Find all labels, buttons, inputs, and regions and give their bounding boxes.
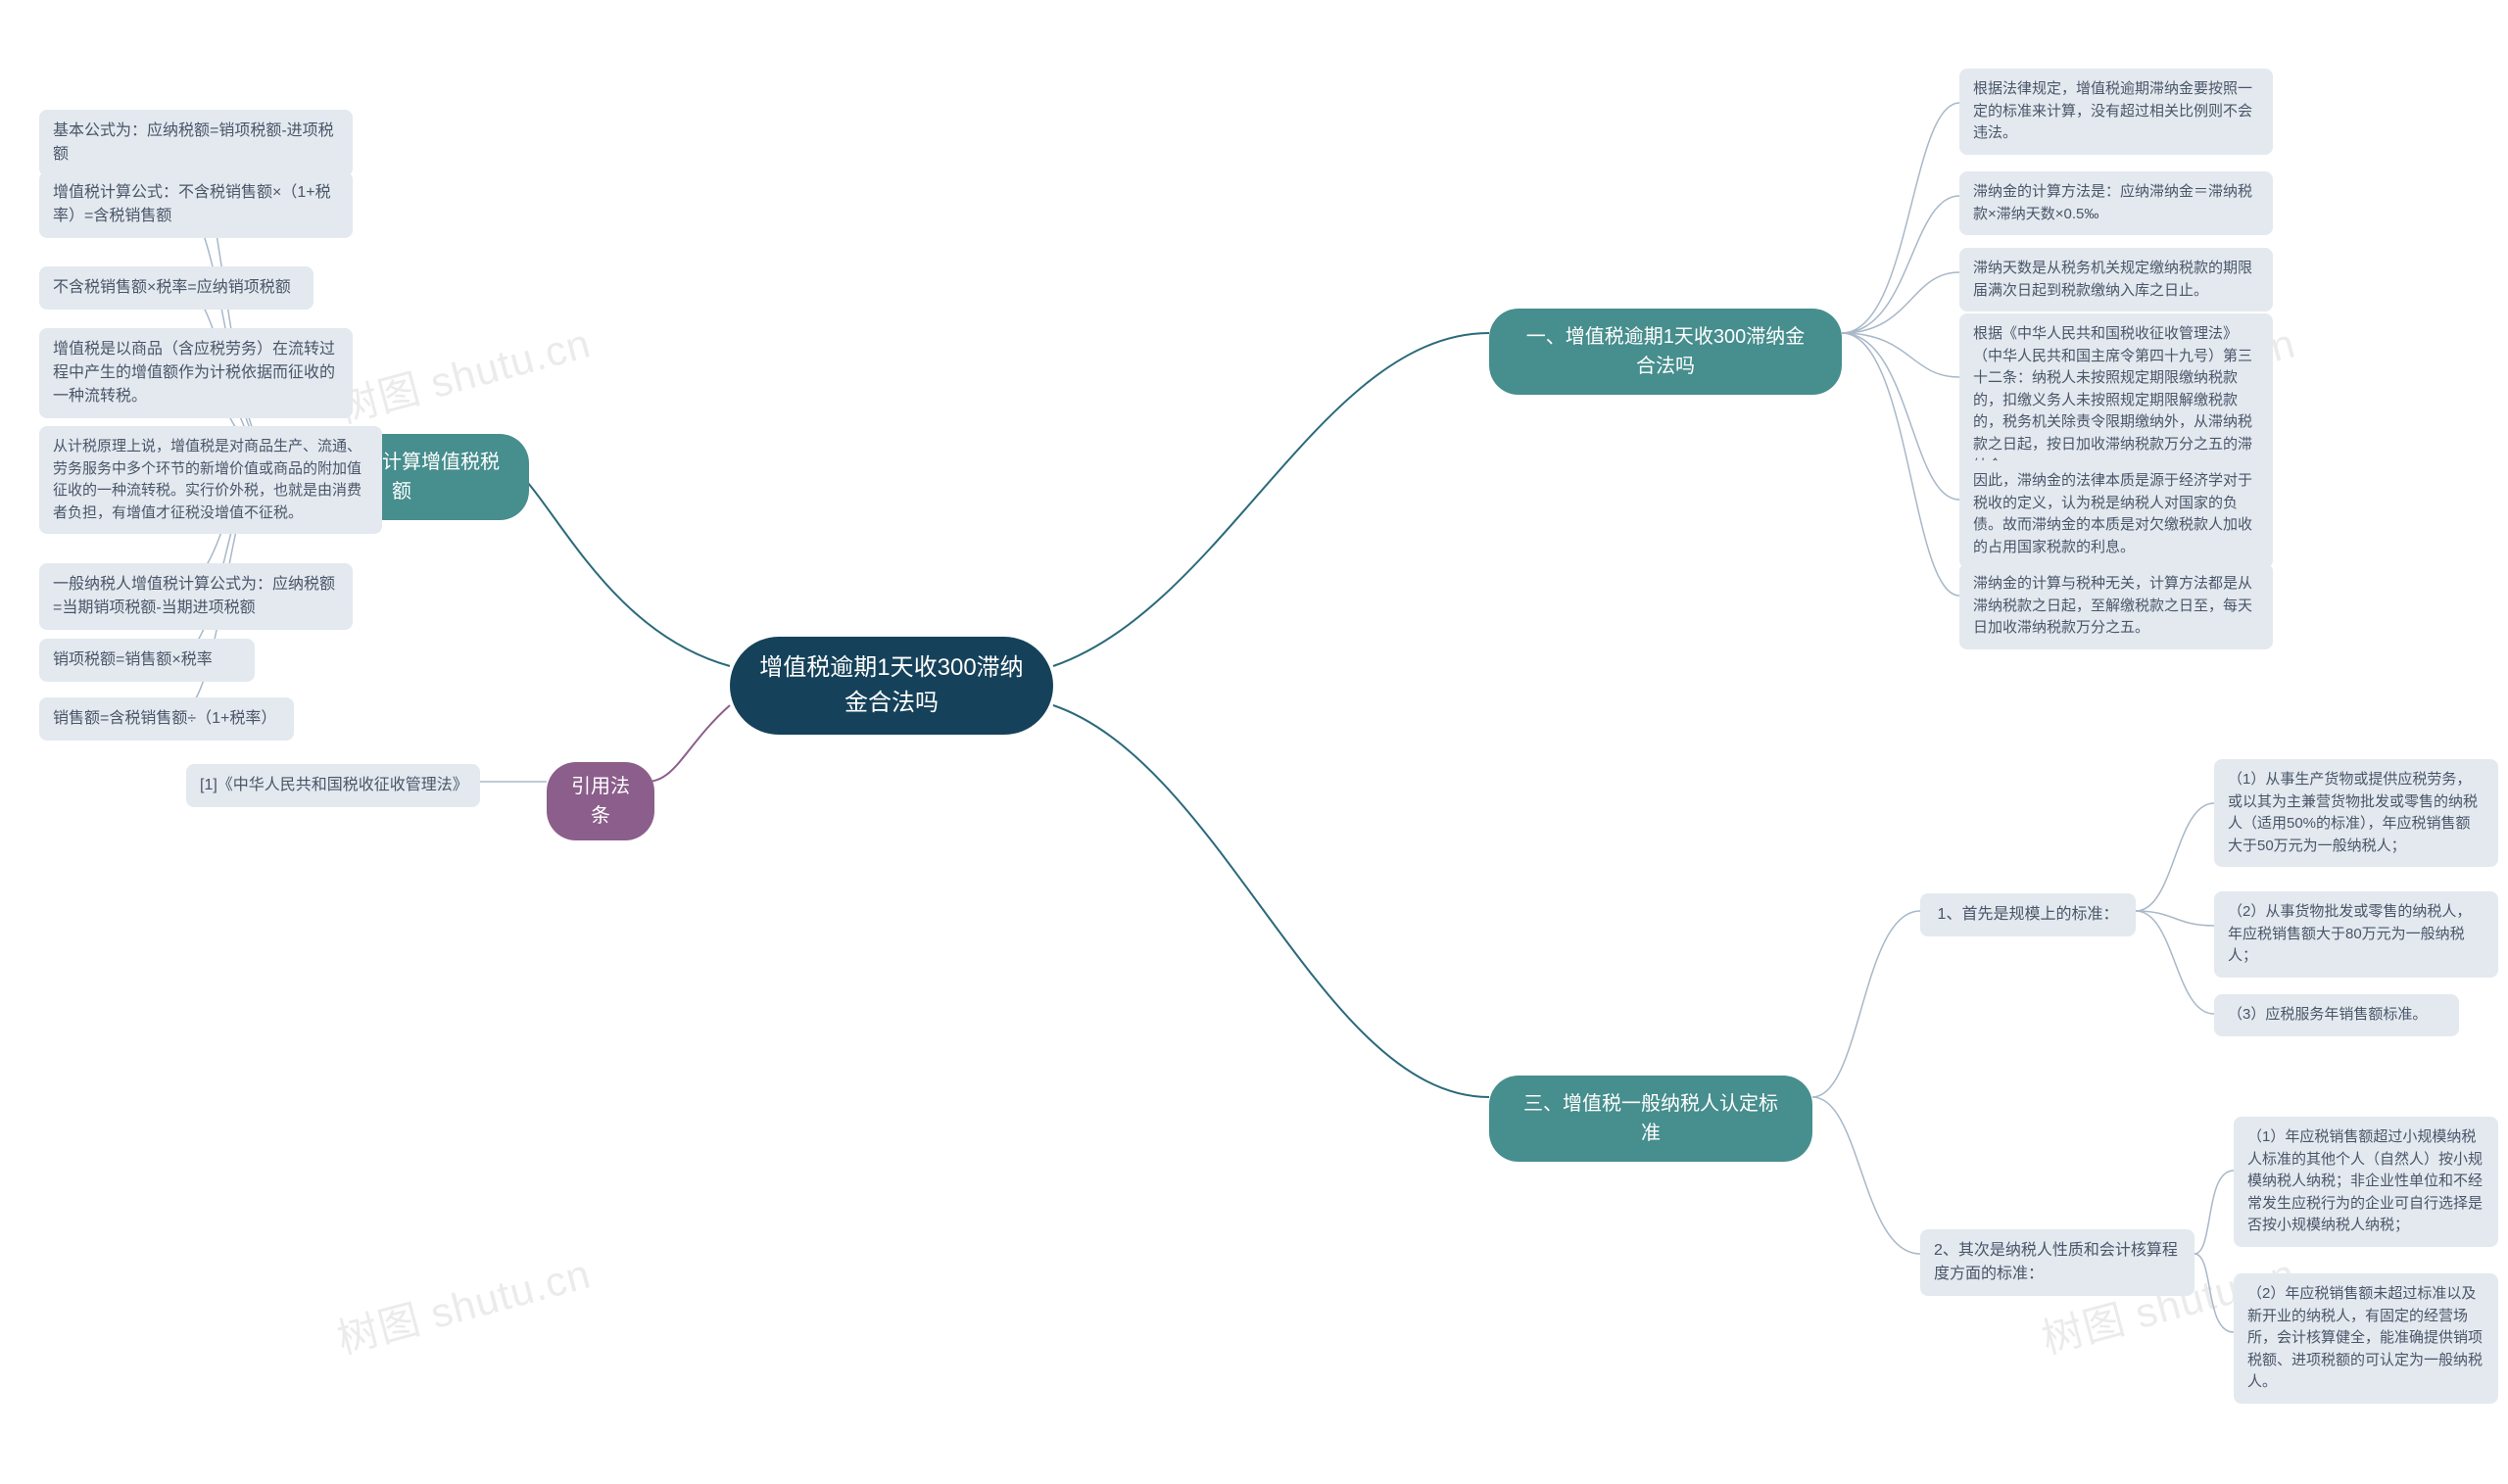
- branch-3[interactable]: 三、增值税一般纳税人认定标准: [1489, 1076, 1812, 1162]
- branch3-sub2-leaf-1: （2）年应税销售额未超过标准以及新开业的纳税人，有固定的经营场所，会计核算健全，…: [2234, 1273, 2498, 1404]
- root-node[interactable]: 增值税逾期1天收300滞纳金合法吗: [730, 637, 1053, 735]
- branch2-leaf-3: 增值税是以商品（含应税劳务）在流转过程中产生的增值额作为计税依据而征收的一种流转…: [39, 328, 353, 418]
- branch-1[interactable]: 一、增值税逾期1天收300滞纳金合法吗: [1489, 309, 1842, 395]
- branch2-leaf-6: 销项税额=销售额×税率: [39, 639, 255, 682]
- branch2-leaf-2: 不含税销售额×税率=应纳销项税额: [39, 266, 314, 310]
- watermark: 树图 shutu.cn: [330, 1241, 597, 1366]
- branch3-sub1-leaf-0: （1）从事生产货物或提供应税劳务，或以其为主兼营货物批发或零售的纳税人（适用50…: [2214, 759, 2498, 867]
- branch4-leaf-0: [1]《中华人民共和国税收征收管理法》: [186, 764, 480, 807]
- watermark: 树图 shutu.cn: [330, 311, 597, 436]
- branch3-sub1[interactable]: 1、首先是规模上的标准：: [1920, 893, 2136, 936]
- branch2-leaf-0: 基本公式为：应纳税额=销项税额-进项税额: [39, 110, 353, 176]
- branch1-leaf-4: 因此，滞纳金的法律本质是源于经济学对于税收的定义，认为税是纳税人对国家的负债。故…: [1959, 460, 2273, 568]
- branch3-sub1-leaf-2: （3）应税服务年销售额标准。: [2214, 994, 2459, 1036]
- branch3-sub1-leaf-1: （2）从事货物批发或零售的纳税人，年应税销售额大于80万元为一般纳税人；: [2214, 891, 2498, 978]
- branch3-sub2-leaf-0: （1）年应税销售额超过小规模纳税人标准的其他个人（自然人）按小规模纳税人纳税；非…: [2234, 1117, 2498, 1247]
- branch-4[interactable]: 引用法条: [547, 762, 654, 840]
- branch1-leaf-0: 根据法律规定，增值税逾期滞纳金要按照一定的标准来计算，没有超过相关比例则不会违法…: [1959, 69, 2273, 155]
- branch2-leaf-1: 增值税计算公式：不含税销售额×（1+税率）=含税销售额: [39, 171, 353, 238]
- branch2-leaf-5: 一般纳税人增值税计算公式为：应纳税额=当期销项税额-当期进项税额: [39, 563, 353, 630]
- branch2-leaf-7: 销售额=含税销售额÷（1+税率）: [39, 697, 294, 741]
- branch1-leaf-1: 滞纳金的计算方法是：应纳滞纳金＝滞纳税款×滞纳天数×0.5‰: [1959, 171, 2273, 235]
- branch1-leaf-5: 滞纳金的计算与税种无关，计算方法都是从滞纳税款之日起，至解缴税款之日至，每天日加…: [1959, 563, 2273, 649]
- branch3-sub2[interactable]: 2、其次是纳税人性质和会计核算程度方面的标准：: [1920, 1229, 2194, 1296]
- branch1-leaf-2: 滞纳天数是从税务机关规定缴纳税款的期限届满次日起到税款缴纳入库之日止。: [1959, 248, 2273, 311]
- branch2-leaf-4: 从计税原理上说，增值税是对商品生产、流通、劳务服务中多个环节的新增价值或商品的附…: [39, 426, 382, 534]
